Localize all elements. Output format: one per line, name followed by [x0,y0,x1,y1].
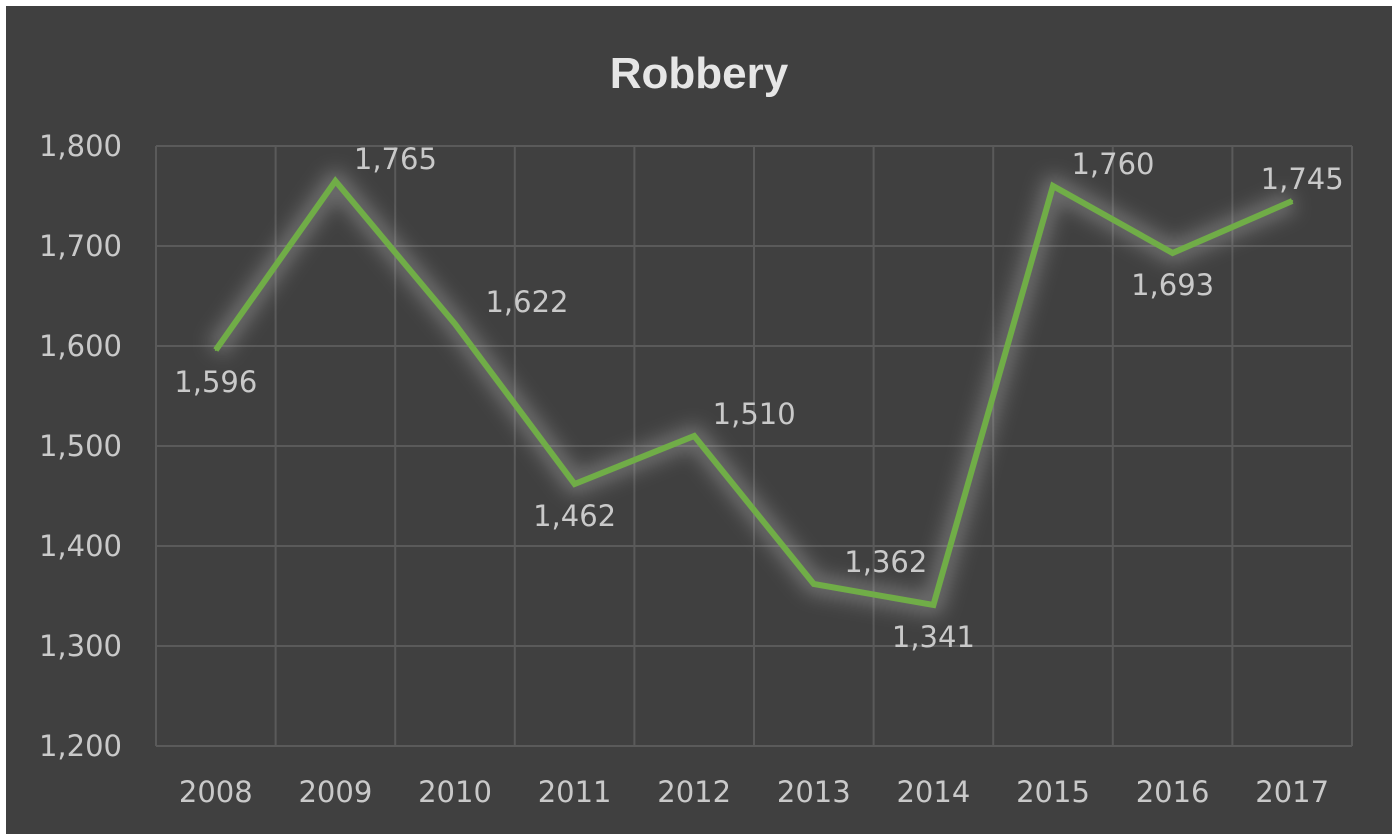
x-tick-label: 2011 [538,775,612,809]
series-line [213,176,1294,609]
data-label: 1,760 [1071,147,1154,181]
x-tick-label: 2012 [657,775,731,809]
x-tick-label: 2009 [298,775,372,809]
x-tick-label: 2015 [1016,775,1090,809]
data-label: 1,462 [533,499,616,533]
x-tick-label: 2008 [179,775,253,809]
y-tick-label: 1,500 [39,429,122,463]
y-tick-label: 1,800 [39,129,122,163]
x-tick-label: 2014 [896,775,970,809]
data-point [812,583,815,585]
data-label: 1,765 [354,142,437,176]
data-label: 1,341 [892,620,975,654]
data-point [1171,252,1174,254]
data-point [454,323,456,325]
y-tick-label: 1,600 [39,329,122,363]
x-tick-label: 2010 [418,775,492,809]
data-point [932,604,935,606]
x-tick-label: 2013 [777,775,851,809]
chart-area: Robbery 1,200 1,300 1,400 1,500 1,600 1,700 1,… [6,6,1392,834]
line-chart: 1,200 1,300 1,400 1,500 1,600 1,700 1,800 2008… [39,129,1353,809]
data-point [1291,200,1294,202]
data-point [573,483,576,485]
y-tick-label: 1,700 [39,229,122,263]
series-robbery [206,170,1297,616]
data-label: 1,693 [1131,268,1214,302]
data-label: 1,362 [844,545,927,579]
data-label: 1,596 [174,365,257,399]
y-tick-label: 1,200 [39,729,122,763]
data-point [214,349,217,351]
y-axis-ticks: 1,200 1,300 1,400 1,500 1,600 1,700 1,800 [39,129,122,763]
data-point [1052,185,1054,187]
data-point [334,180,337,182]
x-tick-label: 2017 [1255,775,1329,809]
x-axis-ticks: 2008 2009 2010 2011 2012 2013 2014 2015 2016 2017 [179,775,1329,809]
data-point [693,435,696,437]
data-label: 1,510 [713,397,796,431]
data-label: 1,745 [1261,162,1344,196]
y-tick-label: 1,400 [39,529,122,563]
x-tick-label: 2016 [1136,775,1210,809]
y-tick-label: 1,300 [39,629,122,663]
data-label: 1,622 [485,285,568,319]
grid-lines [155,145,1353,747]
data-labels: 1,596 1,765 1,622 1,462 1,510 1,362 1,341 1,760… [174,142,1343,654]
chart-title: Robbery [609,49,789,98]
